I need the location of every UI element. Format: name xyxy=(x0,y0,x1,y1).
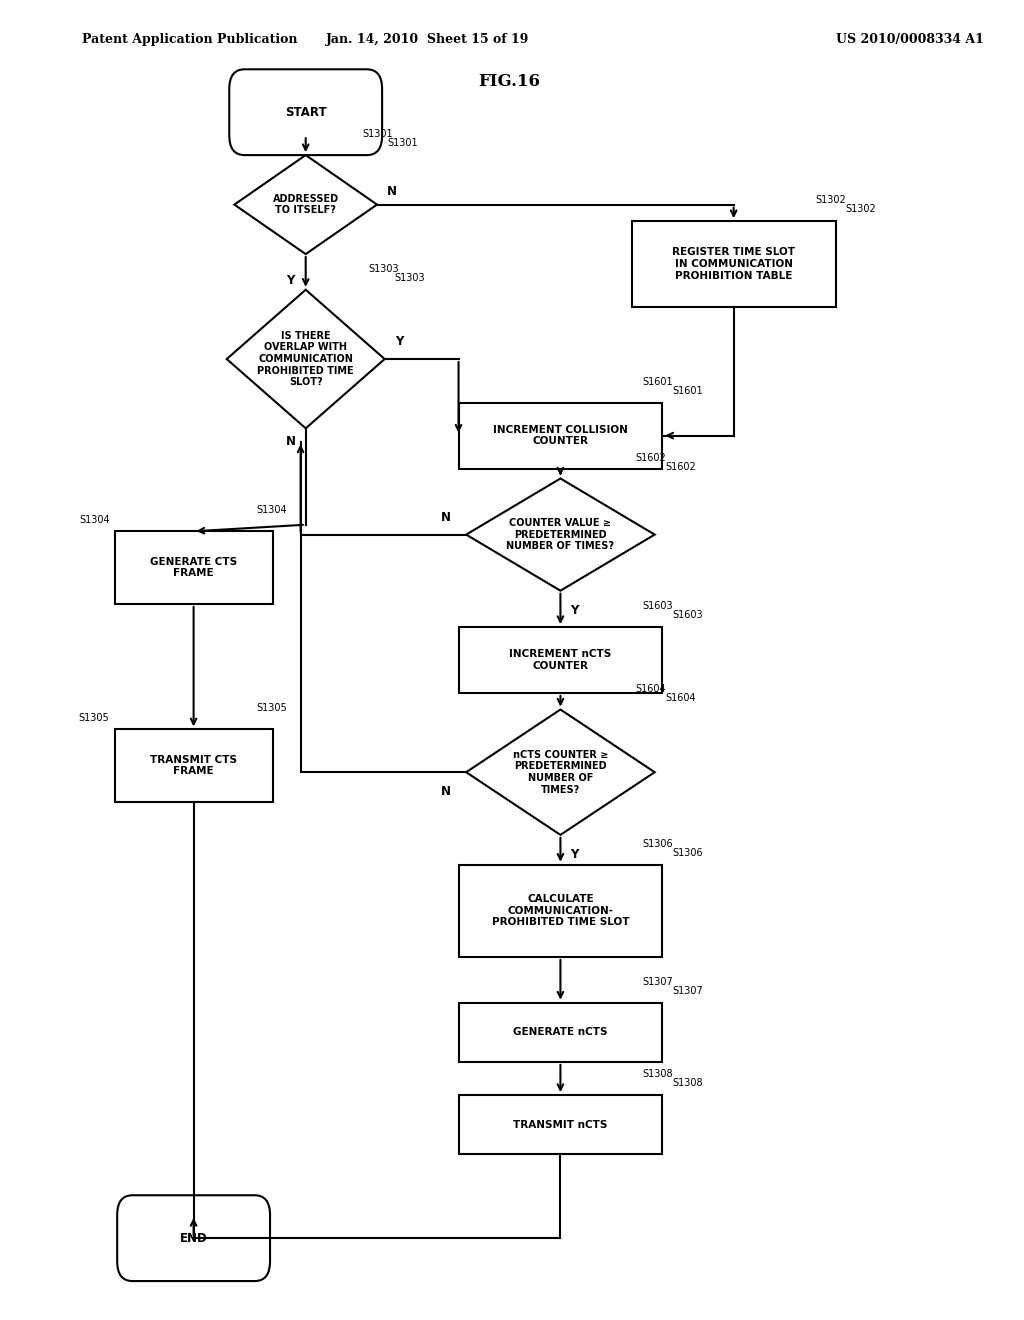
Text: S1306: S1306 xyxy=(642,838,673,849)
Text: Y: Y xyxy=(287,275,295,286)
Bar xyxy=(459,403,663,469)
Text: S1603: S1603 xyxy=(673,610,703,620)
Text: TRANSMIT nCTS: TRANSMIT nCTS xyxy=(513,1119,607,1130)
Text: S1303: S1303 xyxy=(395,273,426,284)
Text: S1302: S1302 xyxy=(815,195,846,205)
Text: GENERATE CTS
FRAME: GENERATE CTS FRAME xyxy=(151,557,238,578)
Text: US 2010/0008334 A1: US 2010/0008334 A1 xyxy=(836,33,983,46)
Text: COUNTER VALUE ≥
PREDETERMINED
NUMBER OF TIMES?: COUNTER VALUE ≥ PREDETERMINED NUMBER OF … xyxy=(507,517,614,552)
Bar xyxy=(632,220,836,306)
Text: FIG.16: FIG.16 xyxy=(478,73,541,90)
Bar xyxy=(459,1003,663,1061)
Text: S1307: S1307 xyxy=(642,977,673,987)
Text: S1601: S1601 xyxy=(673,385,703,396)
Text: S1601: S1601 xyxy=(642,376,673,387)
Text: S1301: S1301 xyxy=(387,139,418,149)
Text: S1603: S1603 xyxy=(642,601,673,611)
Text: Y: Y xyxy=(395,335,403,348)
Bar xyxy=(459,865,663,957)
Text: END: END xyxy=(180,1232,208,1245)
Text: Patent Application Publication: Patent Application Publication xyxy=(82,33,297,46)
Text: S1301: S1301 xyxy=(362,129,393,140)
Text: GENERATE nCTS: GENERATE nCTS xyxy=(513,1027,607,1038)
Text: S1302: S1302 xyxy=(846,205,877,214)
Bar xyxy=(115,531,272,605)
Text: S1305: S1305 xyxy=(257,704,288,713)
Text: S1308: S1308 xyxy=(673,1078,703,1088)
Text: S1303: S1303 xyxy=(369,264,399,275)
Text: Y: Y xyxy=(570,849,579,861)
Text: S1306: S1306 xyxy=(673,847,703,858)
Bar xyxy=(115,729,272,803)
Text: S1308: S1308 xyxy=(642,1069,673,1080)
Text: ADDRESSED
TO ITSELF?: ADDRESSED TO ITSELF? xyxy=(272,194,339,215)
Text: S1307: S1307 xyxy=(673,986,703,995)
Text: Y: Y xyxy=(570,605,579,616)
Polygon shape xyxy=(234,156,377,253)
Text: N: N xyxy=(286,436,295,447)
Text: N: N xyxy=(440,511,451,524)
Bar xyxy=(459,627,663,693)
Text: S1304: S1304 xyxy=(257,506,288,516)
Bar xyxy=(459,1096,663,1154)
Text: TRANSMIT CTS
FRAME: TRANSMIT CTS FRAME xyxy=(151,755,238,776)
Polygon shape xyxy=(466,479,654,591)
Text: S1305: S1305 xyxy=(79,713,110,722)
Text: S1602: S1602 xyxy=(665,462,695,473)
Polygon shape xyxy=(226,290,385,428)
Text: S1602: S1602 xyxy=(636,453,667,463)
FancyBboxPatch shape xyxy=(229,69,382,154)
Text: S1604: S1604 xyxy=(636,684,667,694)
Text: N: N xyxy=(387,185,397,198)
Text: START: START xyxy=(285,106,327,119)
Text: nCTS COUNTER ≥
PREDETERMINED
NUMBER OF
TIMES?: nCTS COUNTER ≥ PREDETERMINED NUMBER OF T… xyxy=(513,750,608,795)
Text: INCREMENT nCTS
COUNTER: INCREMENT nCTS COUNTER xyxy=(509,649,611,671)
Text: IS THERE
OVERLAP WITH
COMMUNICATION
PROHIBITED TIME
SLOT?: IS THERE OVERLAP WITH COMMUNICATION PROH… xyxy=(257,331,354,387)
Text: S1604: S1604 xyxy=(665,693,695,704)
Text: REGISTER TIME SLOT
IN COMMUNICATION
PROHIBITION TABLE: REGISTER TIME SLOT IN COMMUNICATION PROH… xyxy=(672,247,796,281)
Text: N: N xyxy=(440,785,451,799)
Text: Jan. 14, 2010  Sheet 15 of 19: Jan. 14, 2010 Sheet 15 of 19 xyxy=(327,33,529,46)
FancyBboxPatch shape xyxy=(117,1196,270,1280)
Text: CALCULATE
COMMUNICATION-
PROHIBITED TIME SLOT: CALCULATE COMMUNICATION- PROHIBITED TIME… xyxy=(492,894,629,928)
Text: INCREMENT COLLISION
COUNTER: INCREMENT COLLISION COUNTER xyxy=(493,425,628,446)
Text: S1304: S1304 xyxy=(79,515,110,525)
Polygon shape xyxy=(466,710,654,836)
